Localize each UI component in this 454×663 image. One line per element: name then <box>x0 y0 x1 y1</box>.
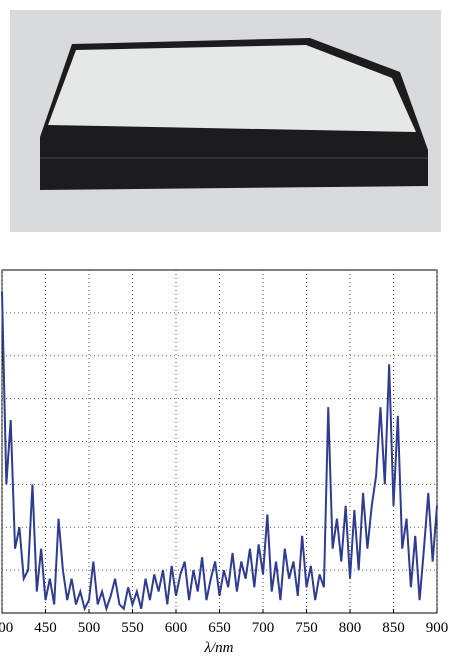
figure: λ/nm 400 450 500 550 600 650 700 750 800 850 900 <box>0 0 454 663</box>
x-tick-label: 500 <box>78 620 101 636</box>
x-tick-label: 400 <box>0 620 13 636</box>
x-axis-label: λ/nm <box>204 640 234 656</box>
page: {"chart_data": {"type": "line", "x_label… <box>0 0 454 663</box>
x-tick-label: 650 <box>208 620 231 636</box>
x-tick-label: 550 <box>121 620 144 636</box>
x-tick-label: 600 <box>165 620 188 636</box>
x-tick-label: 750 <box>295 620 318 636</box>
x-tick-label: 800 <box>339 620 362 636</box>
photo <box>10 10 441 232</box>
plot-area <box>2 270 437 613</box>
x-tick-label: 850 <box>382 620 405 636</box>
x-tick-label: 450 <box>34 620 57 636</box>
x-tick-label: 700 <box>252 620 275 636</box>
x-tick-label: 900 <box>426 620 449 636</box>
